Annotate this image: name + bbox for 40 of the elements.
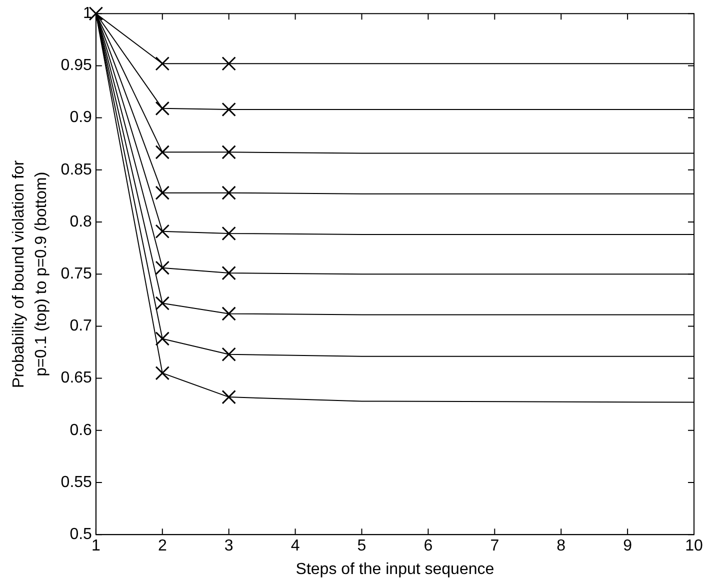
point [222, 390, 236, 404]
x-axis-title: Steps of the input sequence [296, 560, 494, 578]
point [222, 306, 236, 321]
point [155, 56, 170, 71]
point [222, 186, 236, 200]
y-tick-label: 0.7 [70, 318, 92, 335]
x-tick-label: 9 [623, 538, 632, 555]
point [222, 266, 236, 280]
point [222, 145, 236, 160]
point [222, 102, 236, 117]
point [222, 226, 236, 241]
y-axis-title: Probability of bound violation for p=0.1 (top) to p=0.9 (bottom) [10, 160, 50, 388]
y-tick-label: 0.75 [60, 266, 92, 283]
x-tick-label: 3 [224, 538, 234, 555]
y-tick-label: 0.85 [60, 161, 92, 178]
x-tick-label: 4 [290, 538, 300, 555]
y-tick-label: 0.55 [60, 474, 92, 491]
point [155, 366, 170, 380]
point [155, 260, 170, 275]
x-tick-label: 6 [424, 538, 433, 555]
y-tick-label: 0.5 [70, 526, 92, 544]
x-tick-label: 8 [556, 538, 566, 555]
y-tick-label: 0.95 [60, 57, 92, 74]
point [155, 224, 170, 238]
x-tick-label: 5 [357, 538, 366, 555]
x-tick-label: 10 [685, 538, 703, 555]
point [222, 56, 236, 71]
point [222, 347, 236, 362]
point [155, 332, 170, 346]
point [155, 296, 170, 310]
point [155, 186, 170, 200]
y-tick-label: 0.8 [70, 213, 92, 230]
y-tick-label: 0.65 [60, 370, 92, 387]
y-tick-label: 0.6 [70, 422, 92, 439]
y-tick-label: 0.9 [70, 109, 92, 126]
x-tick-label: 2 [158, 538, 167, 555]
y-tick-label: 1 [83, 5, 92, 22]
point [155, 145, 170, 160]
x-tick-label: 7 [490, 538, 500, 555]
point [155, 101, 170, 116]
